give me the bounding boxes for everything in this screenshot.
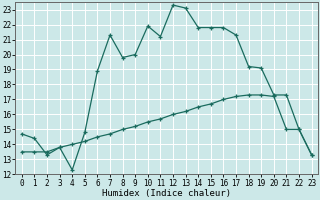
X-axis label: Humidex (Indice chaleur): Humidex (Indice chaleur)	[102, 189, 231, 198]
